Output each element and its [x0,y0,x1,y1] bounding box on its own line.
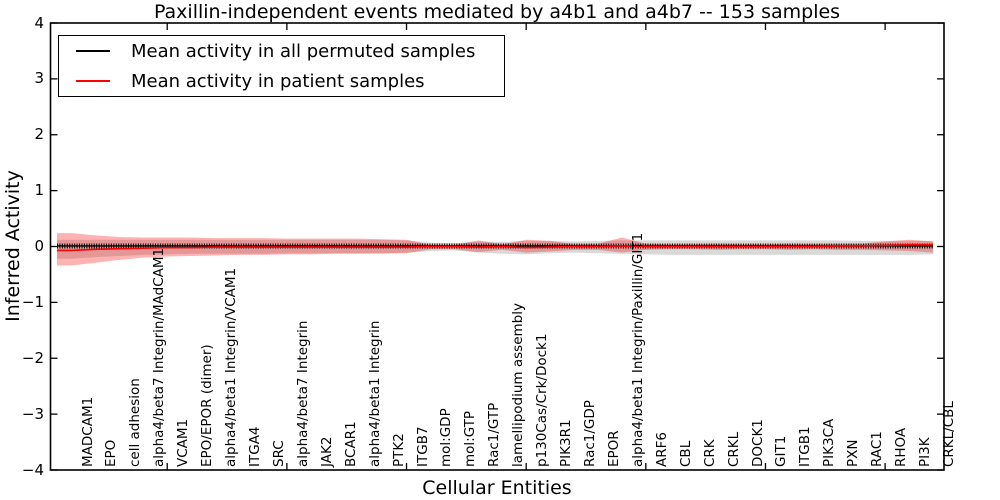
x-category-label: BCAR1 [342,421,359,467]
x-category-label: JAK2 [318,436,335,467]
y-tick-label: 1 [34,181,44,200]
legend-box: Mean activity in all permuted samples Me… [58,35,505,97]
x-category-label: GIT1 [773,435,790,467]
x-category-label: PIK3CA [821,418,838,467]
x-category-label: ARF6 [653,432,670,467]
x-category-label: alpha4/beta7 Integrin/MAdCAM1 [151,247,168,467]
x-category-label: lamellipodium assembly [510,303,527,467]
x-category-label: EPO [103,439,120,467]
x-category-label: PIK3R1 [558,419,575,467]
black-line-swatch-icon [76,50,110,52]
x-category-label: MADCAM1 [79,396,96,467]
legend-label-patient: Mean activity in patient samples [131,70,425,92]
y-tick-label: −4 [21,460,44,479]
legend-entry-permuted: Mean activity in all permuted samples [59,37,504,65]
x-category-label: EPO/EPOR (dimer) [199,344,216,467]
x-category-label: CRKL [725,431,742,467]
x-category-label: cell adhesion [127,378,144,467]
x-category-label: alpha4/beta1 Integrin/Paxillin/GIT1 [629,232,646,467]
red-line-swatch-icon [76,80,110,82]
patient-mean-line [57,244,933,252]
x-category-label: mol:GTP [462,410,479,467]
x-category-label: CRKL/CBL [940,401,957,467]
x-category-label: PI3K [917,437,934,467]
x-category-label: CBL [677,440,694,467]
x-category-label: ITGB1 [797,426,814,467]
x-category-label: ITGB7 [414,426,431,467]
x-category-label: PXN [845,439,862,468]
y-tick-label: 3 [34,69,44,88]
y-tick-label: −2 [21,348,44,367]
x-category-label: VCAM1 [175,418,192,467]
legend-label-permuted: Mean activity in all permuted samples [131,40,476,62]
y-tick-label: 4 [34,13,44,32]
x-category-label: mol:GDP [438,408,455,467]
band-patient [57,233,933,266]
chart-title: Paxillin-independent events mediated by … [153,1,841,23]
x-category-label: EPOR [605,430,622,467]
x-category-label: Rac1/GDP [582,400,599,467]
legend-entry-patient: Mean activity in patient samples [59,67,504,95]
x-category-label: CRK [701,439,718,467]
x-category-label: RHOA [893,427,910,467]
x-category-label: alpha4/beta1 Integrin [366,320,383,467]
x-category-label: p130Cas/Crk/Dock1 [534,333,551,467]
x-category-label: RAC1 [869,431,886,467]
x-category-label: alpha4/beta7 Integrin [294,320,311,467]
x-category-label: PTK2 [390,433,407,467]
x-category-label: DOCK1 [749,419,766,467]
y-tick-label: 0 [34,237,44,255]
y-tick-label: −3 [21,404,44,423]
x-category-label: Rac1/GTP [486,402,503,467]
y-tick-label: 2 [34,125,44,144]
x-category-label: alpha4/beta1 Integrin/VCAM1 [223,267,240,467]
x-category-label: SRC [270,440,287,467]
x-axis-label: Cellular Entities [422,477,572,499]
y-tick-label: −1 [21,292,44,311]
x-category-label: ITGA4 [247,426,263,467]
